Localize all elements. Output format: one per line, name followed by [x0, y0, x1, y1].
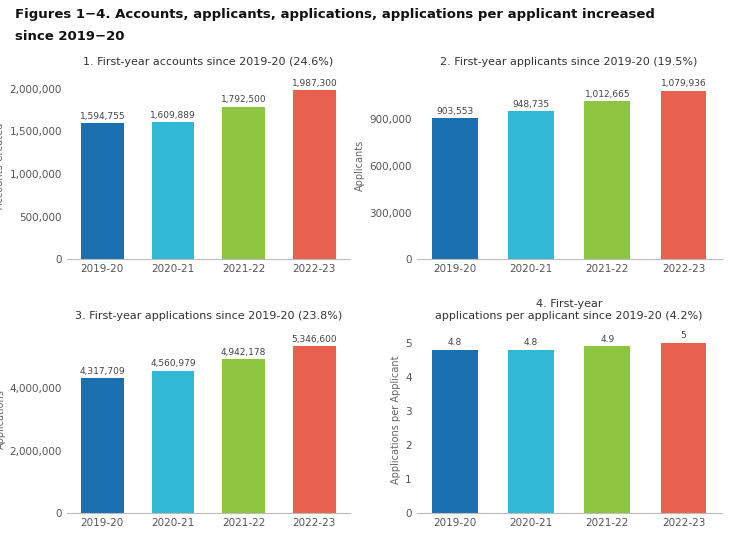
Bar: [81, 124, 124, 259]
Title: 2. First-year applicants since 2019-20 (19.5%): 2. First-year applicants since 2019-20 (…: [440, 57, 698, 67]
Bar: [508, 349, 554, 513]
Bar: [432, 118, 478, 259]
Text: 4,560,979: 4,560,979: [150, 359, 196, 368]
Bar: [661, 91, 707, 259]
Bar: [222, 359, 265, 513]
Title: 3. First-year applications since 2019-20 (23.8%): 3. First-year applications since 2019-20…: [74, 311, 342, 321]
Text: 4.8: 4.8: [448, 338, 462, 347]
Text: 903,553: 903,553: [436, 107, 473, 116]
Text: 1,609,889: 1,609,889: [150, 111, 196, 120]
Text: 1,594,755: 1,594,755: [80, 112, 125, 121]
Text: since 2019−20: since 2019−20: [15, 30, 124, 44]
Text: 1,987,300: 1,987,300: [292, 78, 337, 88]
Bar: [585, 101, 630, 259]
Bar: [585, 346, 630, 513]
Text: 1,079,936: 1,079,936: [661, 79, 706, 88]
Text: 4.8: 4.8: [524, 338, 538, 347]
Text: 4.9: 4.9: [600, 335, 615, 344]
Text: 1,012,665: 1,012,665: [585, 90, 630, 99]
Text: Figures 1−4. Accounts, applicants, applications, applications per applicant incr: Figures 1−4. Accounts, applicants, appli…: [15, 8, 655, 22]
Bar: [222, 107, 265, 259]
Bar: [293, 90, 336, 259]
Bar: [661, 343, 707, 513]
Bar: [432, 349, 478, 513]
Y-axis label: Applications per Applicant: Applications per Applicant: [391, 355, 401, 484]
Title: 1. First-year accounts since 2019-20 (24.6%): 1. First-year accounts since 2019-20 (24…: [83, 57, 333, 67]
Y-axis label: Applicants: Applicants: [355, 140, 365, 191]
Bar: [152, 371, 194, 513]
Y-axis label: Applications: Applications: [0, 390, 5, 449]
Bar: [81, 378, 124, 513]
Text: 4,942,178: 4,942,178: [221, 348, 266, 357]
Y-axis label: Accounts Created: Accounts Created: [0, 123, 5, 209]
Bar: [152, 122, 194, 259]
Text: 5,346,600: 5,346,600: [292, 335, 337, 344]
Bar: [293, 346, 336, 513]
Bar: [508, 111, 554, 259]
Text: 1,792,500: 1,792,500: [221, 95, 266, 104]
Title: 4. First-year
applications per applicant since 2019-20 (4.2%): 4. First-year applications per applicant…: [435, 299, 703, 321]
Text: 948,735: 948,735: [513, 100, 550, 109]
Text: 5: 5: [681, 332, 687, 341]
Text: 4,317,709: 4,317,709: [80, 367, 125, 376]
